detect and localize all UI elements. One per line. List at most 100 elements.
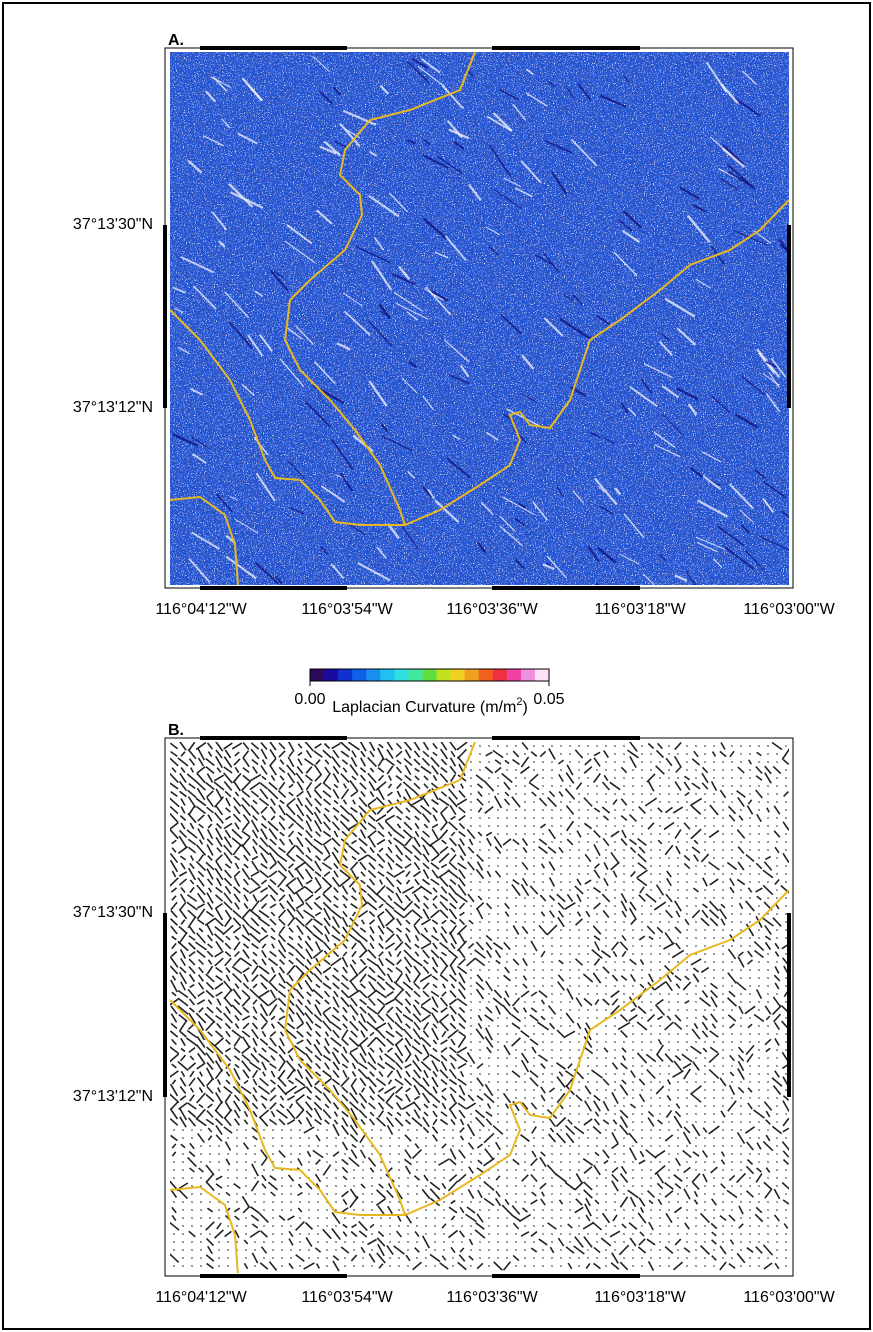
vector bbox=[723, 1097, 724, 1098]
vector bbox=[264, 1169, 265, 1170]
vector bbox=[686, 1218, 687, 1219]
vector bbox=[713, 978, 714, 979]
vector bbox=[524, 953, 525, 954]
vector bbox=[624, 1193, 625, 1194]
vector bbox=[237, 1177, 238, 1178]
vector bbox=[713, 1089, 714, 1090]
vector bbox=[687, 1017, 688, 1018]
vector bbox=[740, 1129, 741, 1130]
vector bbox=[687, 913, 688, 914]
vector bbox=[489, 761, 490, 762]
vector bbox=[750, 1177, 751, 1178]
vector bbox=[713, 826, 714, 827]
vector bbox=[597, 1081, 598, 1082]
vector bbox=[668, 1257, 669, 1258]
vector bbox=[641, 1050, 642, 1051]
vector bbox=[488, 745, 489, 746]
vector bbox=[587, 754, 588, 755]
vector bbox=[236, 1170, 237, 1171]
vector bbox=[272, 1218, 273, 1219]
vector bbox=[192, 1249, 193, 1250]
vector bbox=[660, 1225, 661, 1226]
vector bbox=[695, 1113, 696, 1114]
vector bbox=[282, 1145, 283, 1146]
vector bbox=[353, 1217, 354, 1218]
vector bbox=[317, 1194, 318, 1195]
vector bbox=[786, 921, 787, 922]
vector bbox=[470, 762, 471, 763]
vector bbox=[533, 1209, 534, 1210]
vector bbox=[471, 1177, 472, 1178]
vector bbox=[579, 1033, 580, 1034]
vector bbox=[587, 986, 588, 987]
vector bbox=[543, 1145, 544, 1146]
vector bbox=[614, 778, 615, 779]
vector bbox=[605, 826, 606, 827]
vector bbox=[633, 1161, 634, 1162]
vector bbox=[740, 889, 741, 890]
vector bbox=[704, 801, 705, 802]
vector bbox=[498, 1153, 499, 1154]
vector bbox=[659, 1106, 660, 1107]
vector bbox=[533, 1170, 534, 1171]
vector bbox=[173, 1249, 174, 1250]
vector bbox=[633, 785, 634, 786]
vector bbox=[588, 841, 589, 842]
vector bbox=[525, 1249, 526, 1250]
vector bbox=[434, 1146, 435, 1147]
vector bbox=[192, 1257, 193, 1258]
vector bbox=[471, 1081, 472, 1082]
vector bbox=[704, 1241, 705, 1242]
vector bbox=[741, 1249, 742, 1250]
vector bbox=[641, 1145, 642, 1146]
vector bbox=[758, 1257, 759, 1258]
vector bbox=[722, 1009, 723, 1010]
vector bbox=[768, 913, 769, 914]
vector bbox=[596, 802, 597, 803]
vector bbox=[497, 866, 498, 867]
vector bbox=[470, 993, 471, 994]
vector bbox=[263, 1241, 264, 1242]
vector bbox=[731, 834, 732, 835]
vector bbox=[552, 1057, 553, 1058]
vector bbox=[678, 1249, 679, 1250]
vector bbox=[668, 1073, 669, 1074]
vector bbox=[731, 1066, 732, 1067]
vector bbox=[524, 969, 525, 970]
vector bbox=[650, 961, 651, 962]
vector bbox=[668, 746, 669, 747]
vector bbox=[263, 1258, 264, 1259]
longitude-label: 116°03'54"W bbox=[301, 1289, 393, 1306]
vector bbox=[426, 1201, 427, 1202]
vector bbox=[777, 1033, 778, 1034]
vector bbox=[713, 1217, 714, 1218]
vector bbox=[291, 1201, 292, 1202]
vector bbox=[768, 977, 769, 978]
vector bbox=[569, 1050, 570, 1051]
vector bbox=[614, 770, 615, 771]
vector bbox=[480, 929, 481, 930]
vector bbox=[641, 1226, 642, 1227]
vector bbox=[533, 826, 534, 827]
vector bbox=[209, 1234, 210, 1235]
vector bbox=[642, 1041, 643, 1042]
vector bbox=[596, 1041, 597, 1042]
vector bbox=[524, 913, 525, 914]
vector bbox=[200, 1201, 201, 1202]
vector bbox=[741, 1017, 742, 1018]
vector bbox=[768, 961, 769, 962]
vector bbox=[497, 929, 498, 930]
vector bbox=[570, 1097, 571, 1098]
vector bbox=[488, 1074, 489, 1075]
vector bbox=[650, 849, 651, 850]
vector bbox=[362, 1193, 363, 1194]
vector bbox=[759, 1185, 760, 1186]
vector bbox=[723, 1209, 724, 1210]
vector bbox=[506, 865, 507, 866]
vector bbox=[245, 1130, 246, 1131]
vector bbox=[290, 1153, 291, 1154]
vector bbox=[588, 1145, 589, 1146]
vector bbox=[561, 769, 562, 770]
vector bbox=[704, 1146, 705, 1147]
vector bbox=[327, 1145, 328, 1146]
